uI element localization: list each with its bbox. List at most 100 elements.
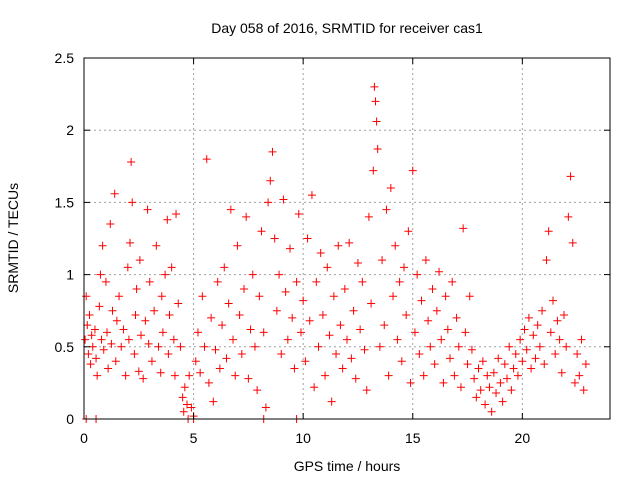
- data-point: [200, 342, 209, 351]
- data-point: [246, 325, 255, 334]
- data-point: [507, 386, 516, 395]
- data-point: [577, 335, 586, 344]
- data-point: [441, 292, 450, 301]
- data-point: [581, 360, 590, 369]
- y-axis-label: SRMTID / TECUs: [5, 183, 21, 293]
- data-point: [336, 321, 345, 330]
- data-point: [288, 313, 297, 322]
- data-point: [362, 386, 371, 395]
- data-point: [154, 342, 163, 351]
- data-point: [156, 368, 165, 377]
- data-point: [334, 241, 343, 250]
- data-point: [187, 403, 196, 412]
- data-point: [505, 342, 514, 351]
- data-point: [343, 335, 351, 344]
- data-point: [90, 325, 99, 334]
- data-point: [167, 263, 176, 272]
- data-point: [183, 400, 192, 409]
- data-point: [557, 368, 566, 377]
- data-point: [498, 397, 507, 406]
- data-point: [327, 397, 336, 406]
- data-point: [92, 354, 101, 363]
- data-point: [384, 371, 393, 380]
- data-point: [239, 285, 248, 294]
- data-point: [147, 357, 156, 366]
- data-point: [421, 256, 430, 265]
- data-point: [527, 364, 536, 373]
- data-point: [270, 234, 279, 243]
- data-point: [115, 292, 124, 301]
- data-point: [459, 224, 468, 233]
- data-point: [279, 195, 288, 204]
- data-point: [117, 342, 126, 351]
- data-point: [165, 311, 174, 320]
- data-point: [85, 311, 94, 320]
- data-point: [178, 393, 187, 402]
- data-point: [413, 270, 422, 279]
- data-point: [96, 270, 105, 279]
- data-point: [410, 328, 419, 337]
- data-point: [364, 212, 373, 221]
- data-point: [329, 292, 338, 301]
- data-point: [157, 292, 166, 301]
- plot-frame: [83, 57, 611, 420]
- data-point: [229, 335, 238, 344]
- data-point: [164, 350, 173, 359]
- data-point: [172, 209, 181, 218]
- x-tick-label: 15: [405, 430, 421, 446]
- data-point: [496, 378, 505, 387]
- data-point: [378, 256, 387, 265]
- data-point: [275, 270, 284, 279]
- data-point: [467, 345, 476, 354]
- data-point: [277, 350, 286, 359]
- data-point: [562, 342, 571, 351]
- data-point: [121, 371, 130, 380]
- data-point: [426, 342, 435, 351]
- data-point: [222, 354, 231, 363]
- data-point: [198, 292, 207, 301]
- data-point: [345, 238, 354, 247]
- data-point: [531, 354, 540, 363]
- data-point: [500, 360, 509, 369]
- data-point: [318, 311, 327, 320]
- data-point: [393, 335, 402, 344]
- axis-ticks: [83, 57, 610, 420]
- data-point: [305, 316, 314, 325]
- data-point: [367, 299, 376, 308]
- data-point: [131, 311, 140, 320]
- data-point: [489, 368, 498, 377]
- data-point: [369, 166, 378, 175]
- data-point: [483, 371, 492, 380]
- data-point: [107, 339, 116, 348]
- data-points: [81, 82, 590, 423]
- data-point: [86, 360, 95, 369]
- data-point: [518, 357, 527, 366]
- data-point: [103, 328, 112, 337]
- y-tick-label: 0: [66, 411, 74, 427]
- data-point: [404, 227, 413, 236]
- data-point: [179, 407, 188, 416]
- data-point: [435, 267, 444, 276]
- chart-title: Day 058 of 2016, SRMTID for receiver cas…: [211, 20, 483, 36]
- data-point: [338, 364, 347, 373]
- data-point: [439, 378, 448, 387]
- data-point: [126, 238, 135, 247]
- data-point: [87, 331, 96, 340]
- data-point: [511, 350, 520, 359]
- data-point: [132, 285, 141, 294]
- data-point: [487, 407, 496, 416]
- data-point: [242, 212, 251, 221]
- data-point: [110, 189, 119, 198]
- y-tick-label: 2.5: [55, 50, 75, 66]
- data-point: [193, 328, 202, 337]
- data-point: [81, 335, 90, 344]
- data-point: [448, 277, 457, 286]
- data-point: [257, 227, 266, 236]
- data-point: [215, 364, 224, 373]
- data-point: [207, 313, 216, 322]
- data-point: [283, 335, 292, 344]
- y-tick-label: 1.5: [55, 194, 75, 210]
- data-point: [358, 277, 367, 286]
- data-point: [191, 357, 200, 366]
- data-point: [454, 342, 463, 351]
